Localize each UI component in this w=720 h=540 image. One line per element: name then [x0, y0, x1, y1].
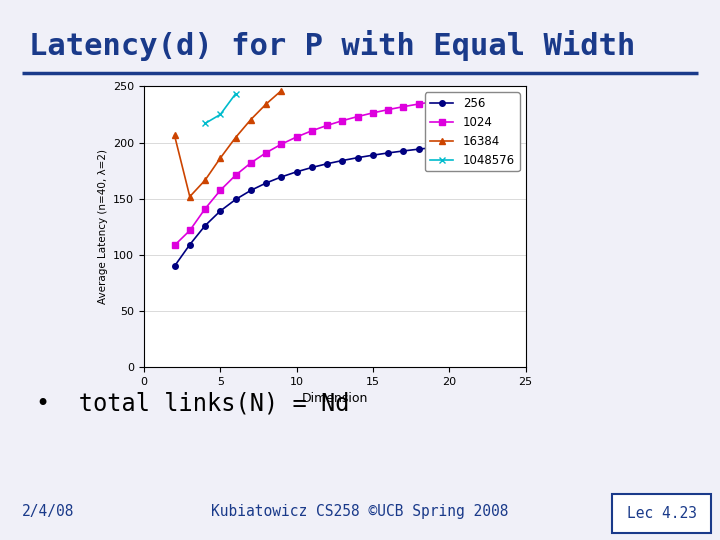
- X-axis label: Dimension: Dimension: [302, 393, 368, 406]
- 256: [323, 160, 331, 167]
- 256: [338, 157, 347, 164]
- 256: [369, 152, 377, 158]
- 1024: [170, 242, 179, 248]
- 256: [354, 154, 362, 161]
- Text: Kubiatowicz CS258 ©UCB Spring 2008: Kubiatowicz CS258 ©UCB Spring 2008: [211, 504, 509, 519]
- 256: [430, 144, 438, 151]
- 1024: [307, 127, 316, 134]
- FancyBboxPatch shape: [612, 494, 711, 533]
- 1024: [369, 110, 377, 116]
- 1024: [262, 150, 271, 156]
- 256: [384, 150, 392, 156]
- Line: 1024: 1024: [172, 97, 452, 248]
- 16384: [186, 193, 194, 200]
- 1048576: [201, 120, 210, 127]
- 256: [262, 180, 271, 186]
- 1048576: [231, 91, 240, 97]
- 16384: [231, 134, 240, 141]
- Text: 2/4/08: 2/4/08: [22, 504, 74, 519]
- 1024: [354, 113, 362, 120]
- 1024: [323, 122, 331, 129]
- 1024: [231, 172, 240, 178]
- 1024: [186, 227, 194, 234]
- 256: [292, 168, 301, 175]
- 256: [399, 148, 408, 154]
- Y-axis label: Average Latency (n=40, λ=2): Average Latency (n=40, λ=2): [98, 149, 107, 305]
- 256: [201, 222, 210, 229]
- 256: [246, 187, 255, 194]
- 1024: [384, 106, 392, 113]
- 1024: [399, 103, 408, 110]
- 16384: [216, 155, 225, 161]
- 1024: [277, 141, 286, 147]
- 1024: [246, 160, 255, 166]
- 16384: [246, 116, 255, 123]
- 16384: [170, 132, 179, 139]
- 256: [216, 208, 225, 214]
- 1048576: [216, 111, 225, 118]
- Line: 16384: 16384: [172, 88, 284, 199]
- Line: 256: 256: [172, 143, 452, 269]
- 256: [170, 263, 179, 269]
- 1024: [338, 117, 347, 124]
- 256: [186, 241, 194, 248]
- 16384: [277, 87, 286, 94]
- 256: [415, 146, 423, 152]
- Text: •  total links(N) = Nd: • total links(N) = Nd: [36, 392, 349, 415]
- Legend: 256, 1024, 16384, 1048576: 256, 1024, 16384, 1048576: [425, 92, 520, 172]
- 256: [445, 143, 454, 149]
- 1024: [430, 98, 438, 105]
- 256: [231, 196, 240, 202]
- 16384: [262, 101, 271, 107]
- 1024: [201, 206, 210, 212]
- 256: [307, 164, 316, 171]
- Text: Latency(d) for P with Equal Width: Latency(d) for P with Equal Width: [29, 30, 635, 60]
- 1024: [292, 134, 301, 140]
- Text: Lec 4.23: Lec 4.23: [626, 506, 697, 521]
- 16384: [201, 177, 210, 184]
- 1024: [216, 187, 225, 193]
- Line: 1048576: 1048576: [202, 90, 239, 127]
- 1024: [415, 101, 423, 107]
- 1024: [445, 96, 454, 103]
- 256: [277, 174, 286, 180]
